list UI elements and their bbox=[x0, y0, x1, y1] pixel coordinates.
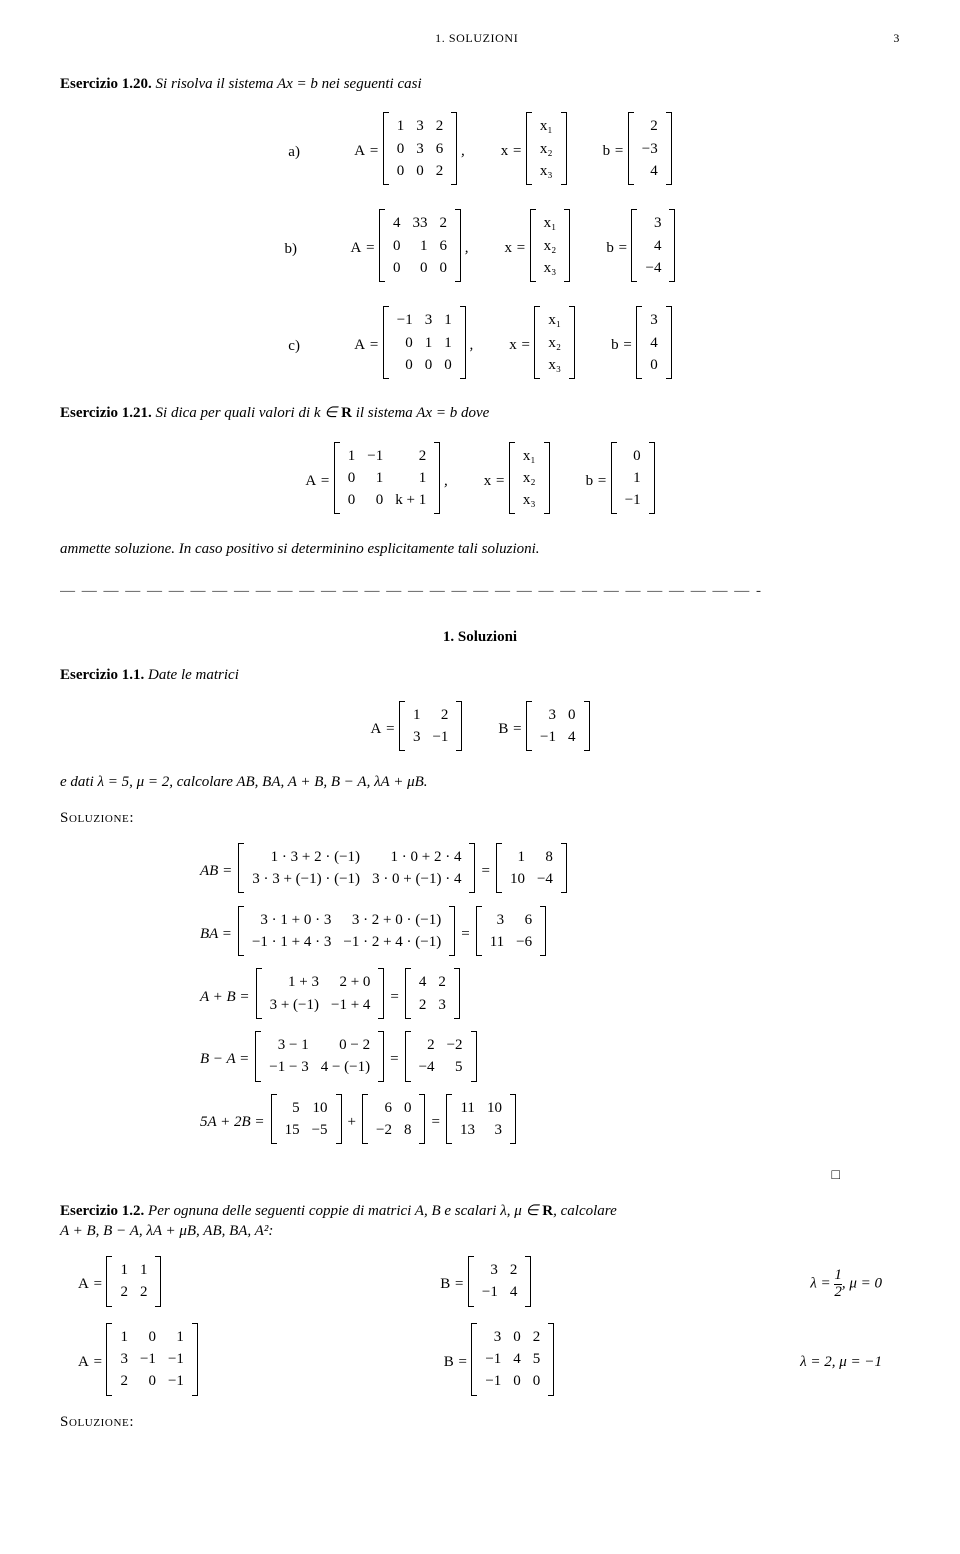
ex-1-20-case-a: a) A = 132036002 , x = x₁x₂x₃ b = 2−34 bbox=[60, 112, 900, 191]
ex-1-20-intro: Si risolva il sistema Ax = b nei seguent… bbox=[156, 76, 422, 92]
ex-1-2-row-1: A = 1122 B = 32−14 λ = 12, μ = 0 bbox=[60, 1256, 900, 1313]
ex-1-2-row-2-scalars: λ = 2, μ = −1 bbox=[800, 1352, 882, 1372]
calc-AB: AB = 1 · 3 + 2 · (−1)1 · 0 + 2 · 43 · 3 … bbox=[200, 843, 900, 900]
ex-1-20-case-c: c) A = −131011000 , x = x₁x₂x₃ b = 340 bbox=[60, 306, 900, 385]
separator-dashes: — — — — — — — — — — — — — — — — — — — — … bbox=[60, 581, 900, 601]
calc-BA: BA = 3 · 1 + 0 · 33 · 2 + 0 · (−1)−1 · 1… bbox=[200, 906, 900, 963]
ex-1-21-statement: Esercizio 1.21. Si dica per quali valori… bbox=[60, 403, 900, 423]
calc-5A2B: 5A + 2B = 51015−5 + 60−28 = 1110133 bbox=[200, 1094, 900, 1151]
case-b-label: b) bbox=[285, 239, 315, 259]
header-title: 1. SOLUZIONI bbox=[435, 30, 518, 46]
calc-ApB: A + B = 1 + 32 + 03 + (−1)−1 + 4 = 4223 bbox=[200, 968, 900, 1025]
ex-1-1-given: e dati λ = 5, μ = 2, calcolare AB, BA, A… bbox=[60, 772, 900, 792]
case-c-label: c) bbox=[288, 336, 318, 356]
ex-1-21-intro-b: il sistema Ax = b dove bbox=[352, 405, 489, 421]
ex-1-20-case-b: b) A = 4332016000 , x = x₁x₂x₃ b = 34−4 bbox=[60, 209, 900, 288]
ex-1-20-label: Esercizio 1.20. bbox=[60, 76, 152, 92]
case-a-label: a) bbox=[288, 142, 318, 162]
calc-BmA: B − A = 3 − 10 − 2−1 − 34 − (−1) = 2−2−4… bbox=[200, 1031, 900, 1088]
ex-1-1-label: Esercizio 1.1. bbox=[60, 667, 144, 683]
ex-1-1-intro: Date le matrici bbox=[148, 667, 239, 683]
ex-1-1-matrices: A = 123−1 B = 30−14 bbox=[60, 701, 900, 758]
ex-1-21-label: Esercizio 1.21. bbox=[60, 405, 152, 421]
ex-1-21-intro-a: Si dica per quali valori di k ∈ bbox=[156, 405, 342, 421]
ex-1-2-intro-b: , calcolare bbox=[553, 1203, 617, 1219]
ex-1-2-calclist: A + B, B − A, λA + μB, AB, BA, A²: bbox=[60, 1223, 273, 1239]
ex-1-21-tail: ammette soluzione. In caso positivo si d… bbox=[60, 539, 900, 559]
ex-1-2-row-1-scalars: λ = 12, μ = 0 bbox=[810, 1268, 882, 1301]
ex-1-20-statement: Esercizio 1.20. Si risolva il sistema Ax… bbox=[60, 74, 900, 94]
page-header: 1. SOLUZIONI 3 bbox=[60, 30, 900, 46]
ex-1-1-statement: Esercizio 1.1. Date le matrici bbox=[60, 665, 900, 685]
header-page: 3 bbox=[893, 30, 900, 46]
ex-1-1-calc: AB = 1 · 3 + 2 · (−1)1 · 0 + 2 · 43 · 3 … bbox=[200, 843, 900, 1151]
ex-1-21-system: A = 1−1201100k + 1 , x = x₁x₂x₃ b = 01−1 bbox=[60, 442, 900, 521]
ex-1-2-label: Esercizio 1.2. bbox=[60, 1203, 144, 1219]
ex-1-2-row-2: A = 1013−1−120−1 B = 302−145−100 λ = 2, … bbox=[60, 1323, 900, 1402]
ex-1-2-intro-a: Per ognuna delle seguenti coppie di matr… bbox=[148, 1203, 542, 1219]
soluzioni-title: 1. Soluzioni bbox=[60, 627, 900, 647]
qed-box: □ bbox=[60, 1167, 840, 1186]
ex-1-2-statement: Esercizio 1.2. Per ognuna delle seguenti… bbox=[60, 1201, 900, 1242]
soluzione-label-1: Soluzione: bbox=[60, 808, 900, 828]
soluzione-label-2: Soluzione: bbox=[60, 1412, 900, 1432]
